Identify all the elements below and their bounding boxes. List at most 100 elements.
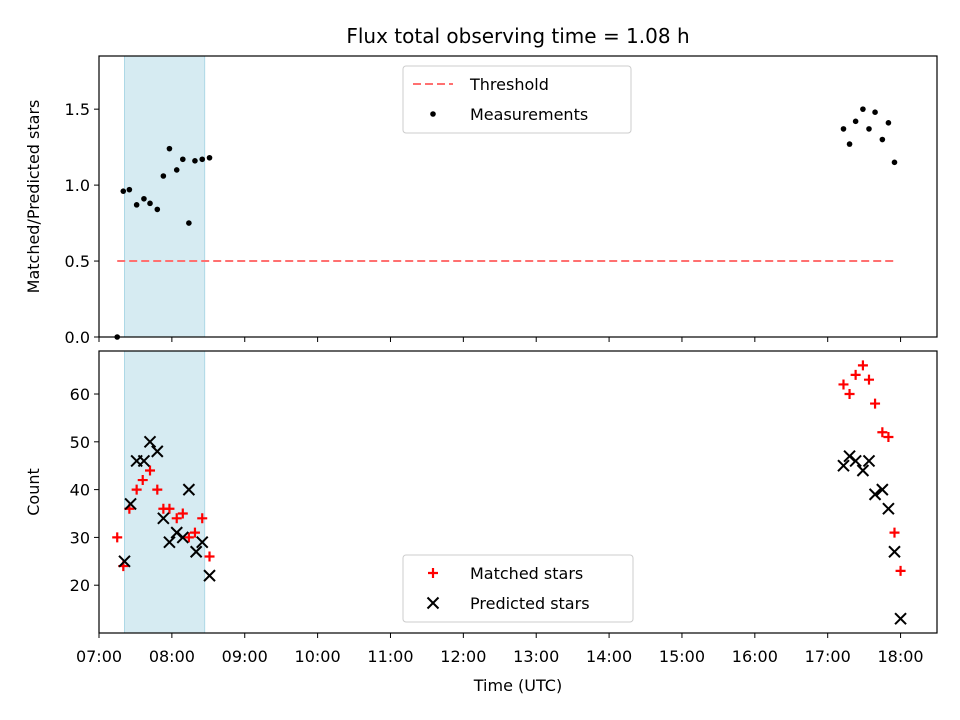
matched-star-point	[863, 374, 874, 385]
legend-measurements-label: Measurements	[470, 105, 588, 124]
predicted-star-point	[882, 502, 895, 515]
predicted-star-point	[151, 445, 164, 458]
predicted-star-point	[157, 512, 170, 525]
top-axes-frame	[98, 55, 938, 338]
predicted-star-point	[876, 483, 889, 496]
matched-star-point	[164, 503, 175, 514]
measurement-point	[852, 118, 859, 125]
measurement-point	[885, 120, 892, 126]
legend-measurements-swatch	[430, 111, 436, 117]
legend-threshold-label: Threshold	[469, 75, 549, 94]
measurement-point	[860, 106, 866, 112]
bottom-panel: 20 30 40 50 60 Count 07:00 08:00 09:00 10:00 11:00…	[24, 350, 938, 695]
x-tick-label: 15:00	[659, 647, 705, 666]
legend-predicted-label: Predicted stars	[470, 594, 590, 613]
legend-predicted-swatch	[426, 596, 440, 610]
legend-matched-label: Matched stars	[470, 564, 583, 583]
top-y-axis-label: Matched/Predicted stars	[24, 100, 43, 294]
top-legend-box	[402, 65, 632, 134]
bottom-y-tick-label: 30	[70, 528, 90, 547]
top-y-tick-label: 0.5	[65, 252, 90, 271]
matched-star-point	[889, 527, 900, 538]
top-y-tick-label: 1.5	[65, 100, 90, 119]
x-tick-label: 17:00	[805, 647, 851, 666]
predicted-star-point	[849, 454, 862, 468]
x-tick-label: 11:00	[367, 647, 413, 666]
measurement-point	[154, 206, 161, 213]
measurement-point	[126, 186, 133, 193]
measurement-point	[160, 173, 167, 179]
matched-star-point	[137, 475, 148, 486]
bottom-y-axis-label: Count	[24, 468, 43, 516]
predicted-star-point	[888, 545, 901, 558]
top-legend: Threshold Measurements	[402, 65, 632, 134]
predicted-star-point	[837, 459, 850, 472]
predicted-star-point	[182, 483, 196, 496]
measurement-point	[141, 195, 147, 202]
matched-star-point	[171, 513, 182, 524]
bottom-y-tick-label: 50	[70, 433, 90, 452]
measurement-point	[879, 136, 886, 143]
measurement-point	[199, 156, 206, 163]
x-tick-label: 16:00	[732, 647, 778, 666]
x-tick-label: 08:00	[149, 647, 195, 666]
matched-star-point	[844, 389, 855, 400]
matched-star-point	[152, 484, 163, 495]
matched-star-point	[857, 360, 868, 371]
measurement-point	[147, 200, 153, 207]
matched-star-point	[838, 379, 849, 390]
bottom-y-tick-label: 60	[70, 385, 90, 404]
matched-star-point	[877, 427, 888, 438]
bottom-y-tick-label: 20	[70, 576, 90, 595]
measurement-point	[891, 159, 898, 166]
predicted-star-point	[189, 545, 203, 558]
x-tick-label: 14:00	[586, 647, 632, 666]
matched-star-point	[189, 527, 200, 538]
predicted-star-point	[862, 454, 876, 468]
matched-star-point	[204, 551, 215, 562]
measurement-point	[166, 145, 173, 152]
predicted-star-point	[143, 435, 157, 449]
measurement-point	[206, 154, 213, 161]
predicted-star-point	[894, 612, 907, 625]
bottom-legend: Matched stars Predicted stars	[402, 554, 634, 623]
measurement-point	[133, 202, 140, 208]
measurement-point	[173, 167, 180, 173]
predicted-star-point	[163, 535, 176, 549]
measurement-point	[840, 126, 847, 132]
x-tick-label: 12:00	[440, 647, 486, 666]
measurement-point	[846, 141, 853, 147]
measurement-point	[120, 188, 127, 194]
bottom-y-tick-label: 40	[70, 481, 90, 500]
bottom-axes-frame	[98, 350, 938, 634]
top-observing-span	[124, 55, 206, 338]
x-tick-label: 18:00	[878, 647, 924, 666]
measurement-point	[872, 109, 878, 115]
measurement-point	[180, 156, 186, 163]
predicted-star-point	[856, 464, 870, 477]
chart-title: Flux total observing time = 1.08 h	[346, 24, 689, 48]
measurement-point	[192, 158, 198, 164]
top-y-tick-label: 1.0	[65, 176, 90, 195]
top-y-tick-label: 0.0	[65, 328, 90, 347]
x-tick-label: 09:00	[222, 647, 268, 666]
legend-matched-swatch	[428, 568, 438, 578]
predicted-star-point	[137, 454, 151, 468]
matched-star-point	[870, 398, 881, 409]
matched-star-point	[883, 432, 894, 443]
measurement-point	[866, 126, 872, 132]
matched-star-point	[183, 532, 194, 543]
matched-star-point	[895, 565, 906, 576]
predicted-star-point	[118, 555, 131, 568]
predicted-star-point	[124, 497, 137, 511]
matched-star-point	[131, 484, 142, 495]
predicted-star-point	[203, 569, 216, 582]
measurement-point	[186, 220, 192, 226]
matched-star-point	[112, 532, 123, 543]
predicted-star-point	[196, 535, 209, 549]
matched-star-point	[197, 513, 208, 524]
x-tick-label: 10:00	[295, 647, 341, 666]
matched-star-point	[177, 508, 188, 519]
matched-star-point	[145, 465, 156, 476]
